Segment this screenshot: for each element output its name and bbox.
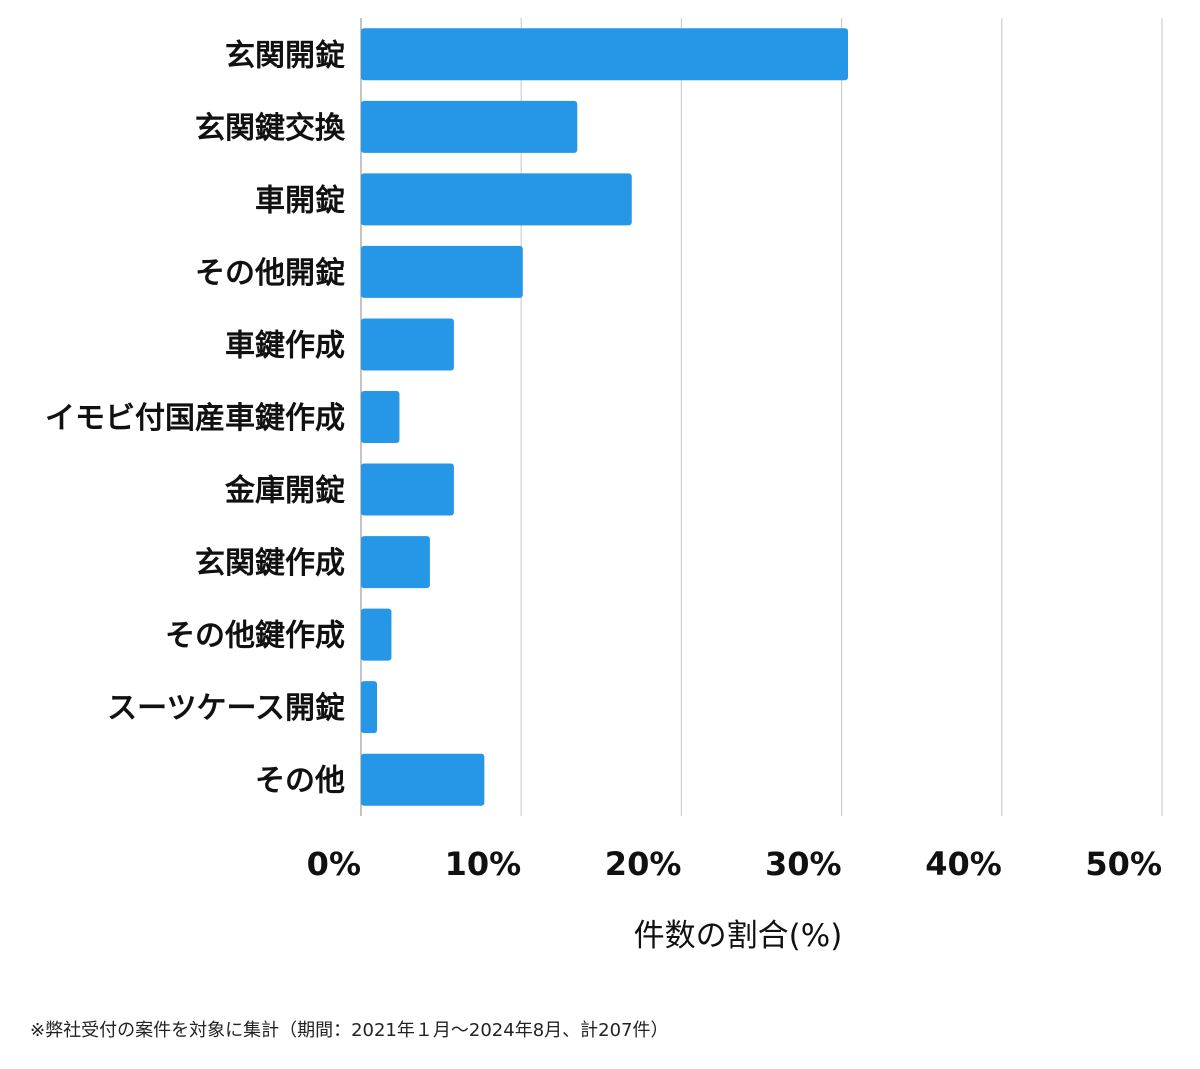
bar-9	[361, 681, 378, 734]
x-tick-label-30: 30%	[765, 845, 842, 883]
category-label-7: 玄関鍵作成	[195, 546, 345, 581]
x-tick-labels: 0% 10% 20% 30% 40% 50%	[307, 845, 1162, 883]
bar-3	[361, 245, 523, 298]
category-label-10: その他	[255, 764, 345, 799]
bars	[361, 28, 849, 806]
category-labels: 玄関開錠玄関鍵交換車開錠その他開錠車鍵作成イモビ付国産車鍵作成金庫開錠玄関鍵作成…	[45, 38, 346, 798]
x-axis-title: 件数の割合(%)	[634, 918, 843, 954]
x-tick-label-50: 50%	[1085, 845, 1162, 883]
x-tick-label-20: 20%	[605, 845, 682, 883]
bar-6	[361, 463, 454, 516]
bar-0	[361, 28, 849, 81]
category-label-6: 金庫開錠	[224, 474, 345, 509]
x-tick-label-40: 40%	[925, 845, 1002, 883]
footnote: ※弊社受付の案件を対象に集計（期間：2021年１月〜2024年8月、計207件）	[30, 1020, 669, 1041]
bar-2	[361, 173, 632, 226]
x-tick-label-0: 0%	[307, 845, 361, 883]
category-label-5: イモビ付国産車鍵作成	[45, 401, 345, 436]
bar-1	[361, 100, 578, 153]
bar-chart: 玄関開錠玄関鍵交換車開錠その他開錠車鍵作成イモビ付国産車鍵作成金庫開錠玄関鍵作成…	[45, 18, 1163, 954]
category-label-1: 玄関鍵交換	[195, 111, 346, 146]
bar-7	[361, 536, 430, 589]
category-label-9: スーツケース開錠	[107, 691, 345, 726]
category-label-8: その他鍵作成	[165, 619, 345, 654]
bar-4	[361, 318, 454, 371]
category-label-2: 車開錠	[255, 183, 345, 218]
bar-10	[361, 753, 485, 806]
x-tick-label-10: 10%	[445, 845, 522, 883]
bar-5	[361, 391, 400, 443]
category-label-4: 車鍵作成	[225, 328, 345, 363]
bar-8	[361, 608, 392, 661]
category-label-0: 玄関開錠	[225, 38, 345, 73]
category-label-3: その他開錠	[195, 256, 345, 291]
